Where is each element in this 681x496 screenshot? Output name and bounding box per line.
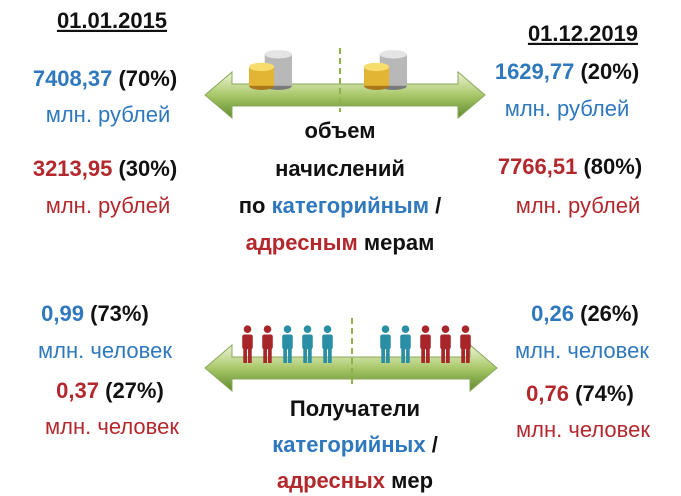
unit: млн. рублей <box>505 96 630 121</box>
date-start: 01.01.2015 <box>57 8 167 33</box>
caption: начислений <box>275 156 405 181</box>
amount: 0,99 (73%) <box>41 301 149 326</box>
caption: адресных мер <box>277 468 433 493</box>
share: (80%) <box>583 154 642 179</box>
amount: 3213,95 (30%) <box>33 156 177 181</box>
share: (26%) <box>580 301 639 326</box>
arrow-funds <box>205 48 485 118</box>
caption: категорийных / <box>272 432 438 457</box>
share: (73%) <box>90 301 149 326</box>
share: (20%) <box>580 59 639 84</box>
value: 1629,77 <box>495 59 575 84</box>
unit: млн. человек <box>38 338 172 363</box>
amount: 0,37 (27%) <box>56 378 164 403</box>
caption-part: / <box>432 432 438 457</box>
caption-part: категорийным <box>272 193 429 218</box>
date-end: 01.12.2019 <box>528 21 638 46</box>
arrow-recipients <box>205 318 497 391</box>
caption: Получатели <box>290 396 420 421</box>
share: (74%) <box>575 381 634 406</box>
caption-part: мер <box>391 468 433 493</box>
value: 0,37 <box>56 378 99 403</box>
share: (27%) <box>105 378 164 403</box>
caption: по категорийным / <box>239 193 442 218</box>
value: 0,26 <box>531 301 574 326</box>
caption: объем <box>305 118 376 143</box>
caption-part: мерам <box>364 230 434 255</box>
amount: 0,76 (74%) <box>526 381 634 406</box>
share: (30%) <box>118 156 177 181</box>
unit: млн. человек <box>45 414 179 439</box>
value: 0,76 <box>526 381 569 406</box>
caption-part: адресных <box>277 468 386 493</box>
infographic: 01.01.2015 01.12.2019 7408,37 (70%) млн.… <box>0 0 681 496</box>
caption-part: / <box>435 193 441 218</box>
unit: млн. человек <box>516 417 650 442</box>
value: 0,99 <box>41 301 84 326</box>
caption-part: по <box>239 193 266 218</box>
caption: адресным мерам <box>246 230 435 255</box>
value: 3213,95 <box>33 156 113 181</box>
value: 7766,51 <box>498 154 578 179</box>
unit: млн. рублей <box>46 102 171 127</box>
share: (70%) <box>118 66 177 91</box>
unit: млн. рублей <box>516 193 641 218</box>
amount: 7408,37 (70%) <box>33 66 177 91</box>
caption-part: категорийных <box>272 432 426 457</box>
unit: млн. рублей <box>46 193 171 218</box>
value: 7408,37 <box>33 66 113 91</box>
amount: 7766,51 (80%) <box>498 154 642 179</box>
caption-part: адресным <box>246 230 358 255</box>
amount: 1629,77 (20%) <box>495 59 639 84</box>
unit: млн. человек <box>515 338 649 363</box>
amount: 0,26 (26%) <box>531 301 639 326</box>
